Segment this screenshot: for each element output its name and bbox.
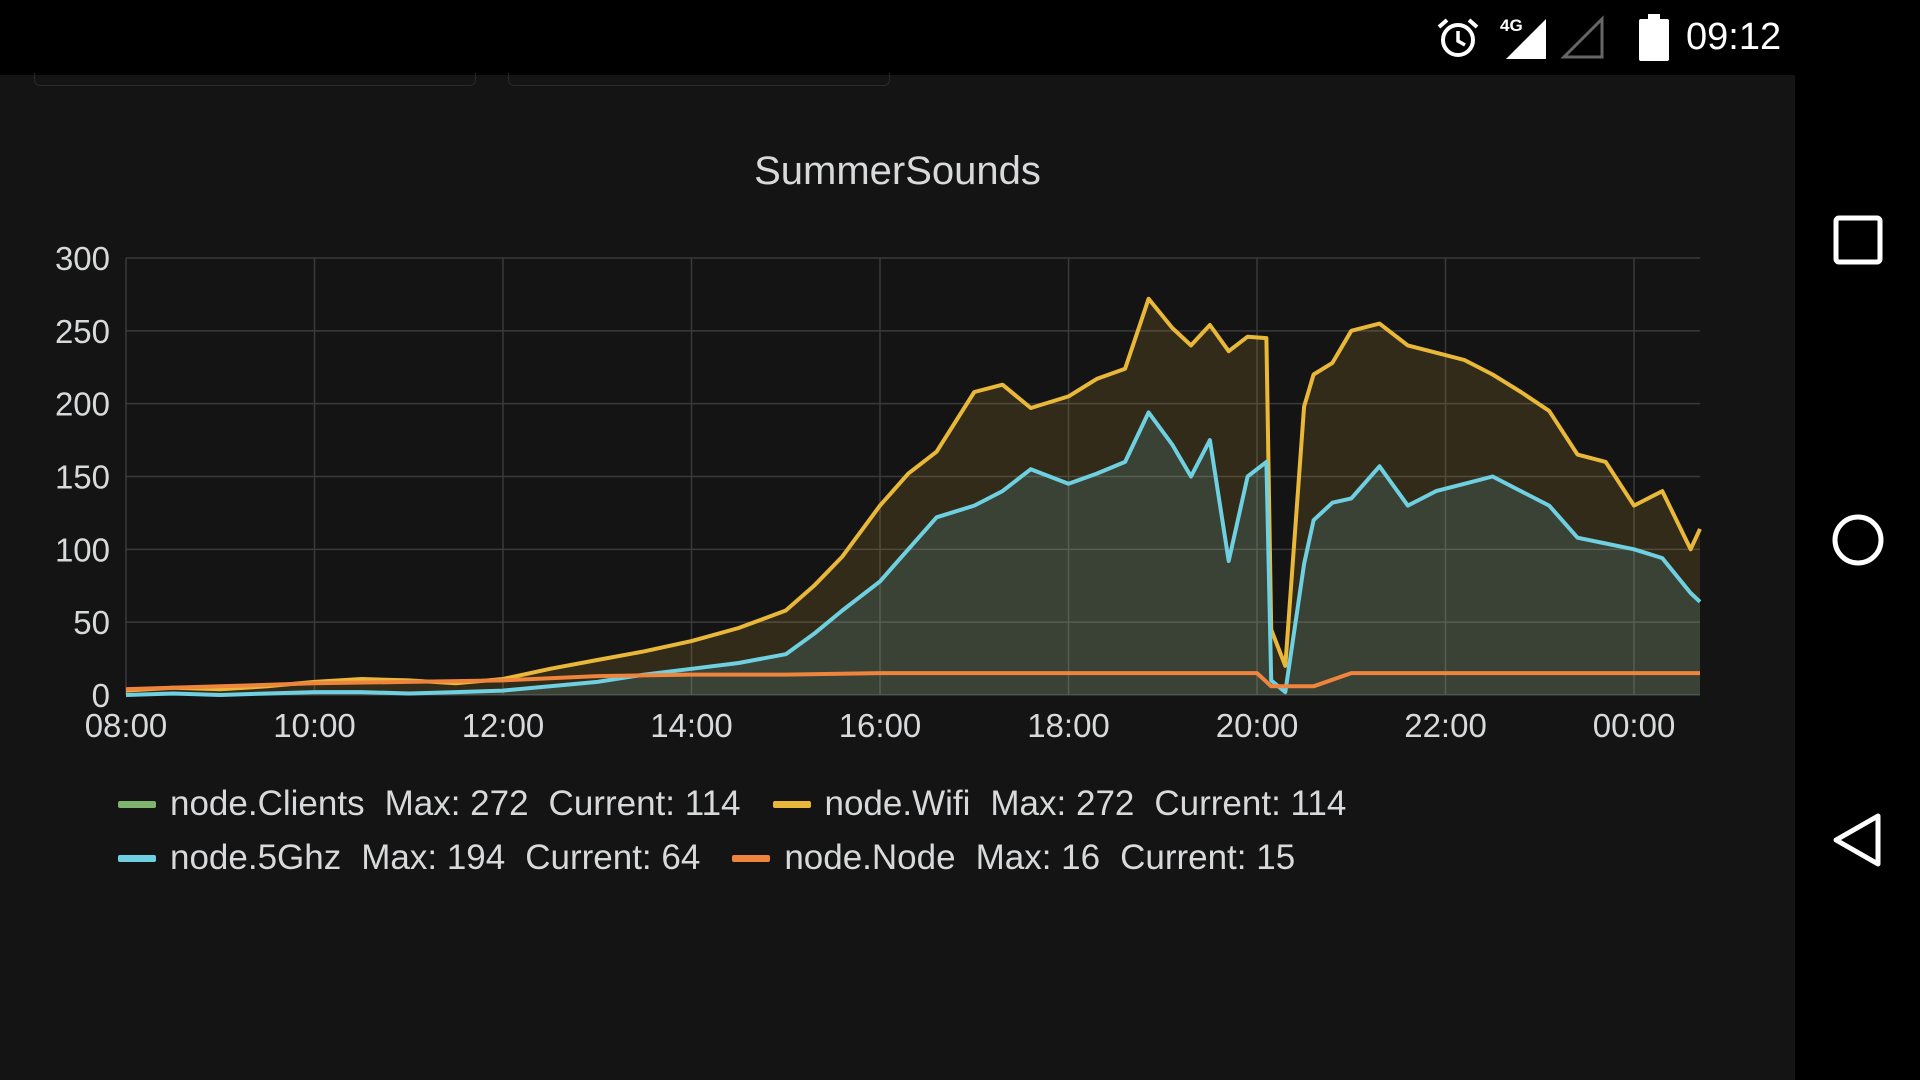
signal-4g-icon: 4G — [1500, 0, 1550, 75]
y-tick-label: 100 — [55, 531, 110, 568]
legend-swatch-node — [732, 854, 771, 862]
legend-max: Max: 272 — [384, 784, 529, 823]
dashboard-panel: SummerSounds 0 50 100 150 200 250 300 08:00 10:0… — [0, 73, 1795, 1080]
legend-item-clients[interactable]: node.Clients Max: 272 Current: 114 — [118, 784, 741, 824]
y-tick-label: 0 — [92, 677, 110, 714]
legend-series-name: node.5Ghz — [170, 838, 342, 877]
legend-item-wifi[interactable]: node.Wifi Max: 272 Current: 114 — [772, 784, 1347, 824]
series-line-node.Wifi — [125, 296, 1702, 693]
status-time: 09:12 — [1686, 16, 1782, 58]
legend-series-name: node.Clients — [170, 784, 365, 823]
x-tick-label: 10:00 — [273, 707, 356, 744]
dashboard-control-left[interactable] — [34, 73, 476, 86]
x-tick-label: 16:00 — [839, 707, 922, 744]
graph-plot: 0 50 100 150 200 250 300 08:00 10:00 12:00 14:00 16… — [55, 240, 1702, 744]
y-tick-label: 150 — [55, 459, 110, 496]
navigation-bar — [1795, 75, 1920, 1080]
legend-max: Max: 194 — [361, 838, 506, 877]
network-label: 4G — [1500, 16, 1523, 35]
x-tick-label: 12:00 — [462, 707, 545, 744]
recents-button[interactable] — [1795, 190, 1920, 290]
legend-swatch-wifi — [772, 800, 811, 808]
x-tick-label: 00:00 — [1593, 707, 1676, 744]
alarm-icon — [1435, 0, 1481, 75]
dashboard-control-right[interactable] — [508, 73, 890, 86]
legend-series-name: node.Wifi — [824, 784, 971, 823]
legend-current: Current: 64 — [525, 838, 701, 877]
legend-item-node[interactable]: node.Node Max: 16 Current: 15 — [732, 838, 1295, 878]
legend-current: Current: 15 — [1120, 838, 1296, 877]
recents-square-icon — [1833, 215, 1882, 265]
series-line-node.Node — [125, 671, 1700, 692]
panel-title: SummerSounds — [754, 149, 1041, 193]
signal-empty-icon — [1560, 0, 1606, 75]
y-tick-label: 300 — [55, 240, 110, 277]
y-tick-label: 250 — [55, 313, 110, 350]
battery-icon — [1637, 0, 1671, 75]
home-circle-icon — [1832, 514, 1883, 566]
legend-row-2: node.5Ghz Max: 194 Current: 64 node.Node… — [118, 831, 1327, 885]
y-tick-label: 200 — [55, 386, 110, 423]
series-area-node.5Ghz — [126, 412, 1700, 695]
legend-swatch-5ghz — [118, 854, 156, 862]
home-button[interactable] — [1795, 490, 1920, 590]
legend-swatch-clients — [118, 800, 156, 808]
series-area-node.Wifi — [126, 298, 1700, 695]
y-tick-label: 50 — [73, 604, 110, 641]
legend-max: Max: 272 — [990, 784, 1135, 823]
legend-current: Current: 114 — [1154, 784, 1347, 823]
x-tick-label: 22:00 — [1404, 707, 1487, 744]
legend-max: Max: 16 — [975, 838, 1101, 877]
x-tick-label: 08:00 — [85, 707, 168, 744]
x-tick-label: 14:00 — [650, 707, 733, 744]
back-button[interactable] — [1795, 790, 1920, 890]
legend-item-5ghz[interactable]: node.5Ghz Max: 194 Current: 64 — [118, 838, 700, 878]
legend-series-name: node.Node — [784, 838, 956, 877]
x-tick-label: 18:00 — [1027, 707, 1110, 744]
back-triangle-icon — [1833, 813, 1880, 867]
legend-current: Current: 114 — [548, 784, 741, 823]
status-bar: 4G 09:12 — [0, 0, 1920, 75]
x-tick-label: 20:00 — [1216, 707, 1299, 744]
series-line-node.5Ghz — [125, 410, 1702, 697]
legend-row-1: node.Clients Max: 272 Current: 114 node.… — [118, 777, 1378, 831]
